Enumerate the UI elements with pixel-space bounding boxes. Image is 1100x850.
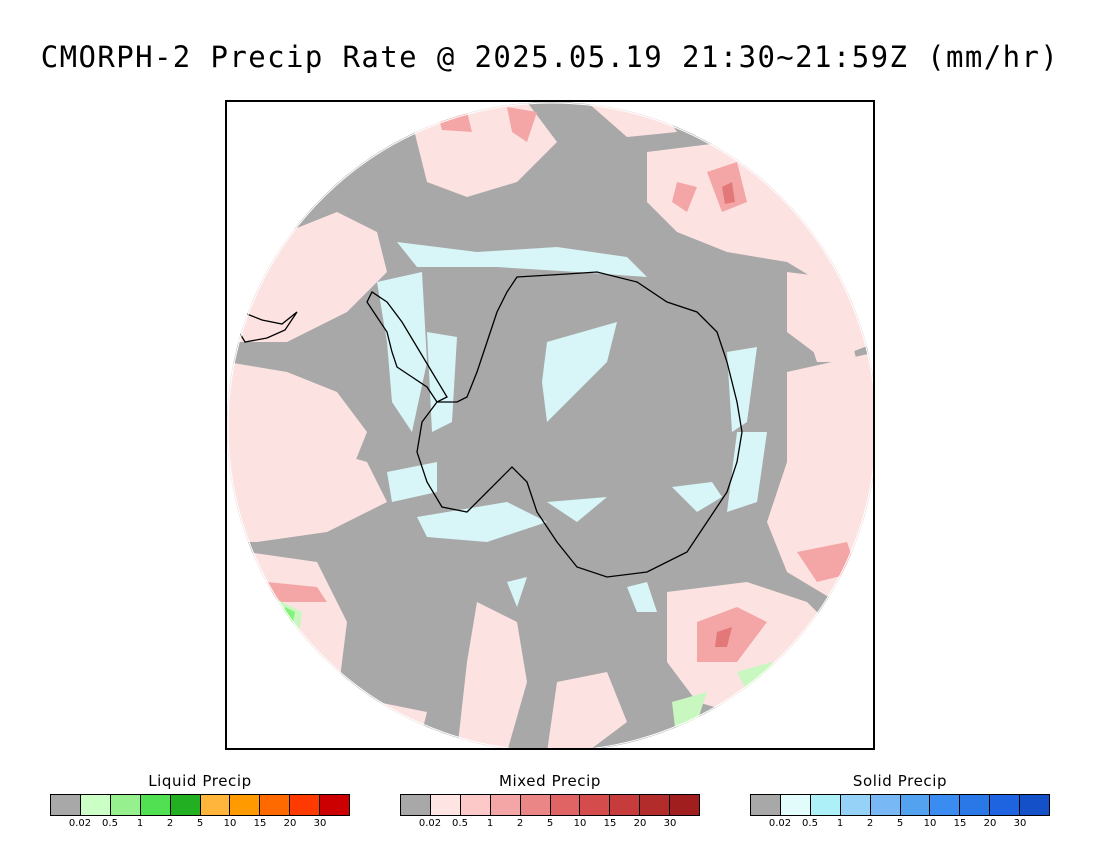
legend-swatch	[670, 795, 700, 815]
legend-swatch	[140, 795, 171, 815]
legend-tick-label: 15	[603, 818, 617, 829]
legend-tick-label: 30	[663, 818, 677, 829]
legend-tick-label: 0.5	[452, 818, 468, 829]
legend-swatch	[230, 795, 261, 815]
polar-disk	[227, 102, 873, 748]
legend-swatch	[900, 795, 931, 815]
legend-swatch	[751, 795, 781, 815]
legend-tick-label: 2	[866, 818, 874, 829]
legend-swatch	[580, 795, 611, 815]
legend-tick-label: 0.02	[68, 818, 92, 829]
legend-tick-label: 5	[196, 818, 204, 829]
solid-precip-areas	[377, 242, 767, 612]
legend-swatch	[260, 795, 291, 815]
legend-tick-label: 2	[166, 818, 174, 829]
precip-map	[227, 102, 873, 748]
legend-tick-label: 5	[546, 818, 554, 829]
legend-swatch	[430, 795, 461, 815]
legend-tick-label: 10	[223, 818, 237, 829]
legend-tick-label: 10	[923, 818, 937, 829]
map-title: CMORPH-2 Precip Rate @ 2025.05.19 21:30~…	[40, 40, 1060, 74]
legend-tick-label: 20	[283, 818, 297, 829]
legend-swatch	[460, 795, 491, 815]
legend-swatch	[640, 795, 671, 815]
legend-swatch	[320, 795, 350, 815]
legend-tick-label: 15	[253, 818, 267, 829]
legend-title: Solid Precip	[852, 772, 948, 790]
legend-swatch	[110, 795, 141, 815]
legend-swatch	[840, 795, 871, 815]
legend-swatch	[780, 795, 811, 815]
legend-tick-label: 30	[313, 818, 327, 829]
legend-title: Liquid Precip	[148, 772, 252, 790]
legend-title: Mixed Precip	[498, 772, 602, 790]
legend-swatch	[960, 795, 991, 815]
legend-swatch	[870, 795, 901, 815]
legend-colorbar	[400, 794, 700, 816]
legend-tick-label: 1	[136, 818, 144, 829]
legend-swatch	[550, 795, 581, 815]
legend-tick-label: 0.5	[802, 818, 818, 829]
legend-colorbar	[50, 794, 350, 816]
legend-ticks: 0.02 0.5 1 2 5 10 15 20 30	[400, 818, 700, 832]
legend-swatch	[170, 795, 201, 815]
legend-ticks: 0.02 0.5 1 2 5 10 15 20 30	[50, 818, 350, 832]
antarctica-coastline	[416, 271, 743, 578]
legend-tick-label: 10	[573, 818, 587, 829]
legend-swatch	[80, 795, 111, 815]
legend-tick-label: 30	[1013, 818, 1027, 829]
legend-swatch	[401, 795, 431, 815]
legend-swatch	[51, 795, 81, 815]
legend-tick-label: 1	[836, 818, 844, 829]
legend-colorbar	[750, 794, 1050, 816]
antarctic-peninsula-coastline	[366, 291, 448, 403]
legend-swatch	[490, 795, 521, 815]
legend-swatch	[610, 795, 641, 815]
legend-ticks: 0.02 0.5 1 2 5 10 15 20 30	[750, 818, 1050, 832]
legend-liquid: Liquid Precip 0.02 0.5 1 2 5 10 15 20 30	[50, 772, 350, 832]
legend-swatch	[990, 795, 1021, 815]
legend-swatch	[520, 795, 551, 815]
legend-swatch	[200, 795, 231, 815]
legend-tick-label: 1	[486, 818, 494, 829]
legend-swatch	[1020, 795, 1050, 815]
legend-mixed: Mixed Precip 0.02 0.5 1 2 5 10 15 20 30	[400, 772, 700, 832]
legend-tick-label: 5	[896, 818, 904, 829]
mixed-heavy-areas	[715, 182, 735, 647]
legend-swatch	[810, 795, 841, 815]
legend-tick-label: 20	[983, 818, 997, 829]
disk-edge	[227, 102, 873, 748]
legend-swatch	[290, 795, 321, 815]
precip-map-frame	[225, 100, 875, 750]
legend-tick-label: 15	[953, 818, 967, 829]
legend-swatch	[930, 795, 961, 815]
legend-tick-label: 0.5	[102, 818, 118, 829]
legend-solid: Solid Precip 0.02 0.5 1 2 5 10 15 20 30	[750, 772, 1050, 832]
legend-tick-label: 0.02	[418, 818, 442, 829]
legend-tick-label: 2	[516, 818, 524, 829]
legend-tick-label: 0.02	[768, 818, 792, 829]
legend-tick-label: 20	[633, 818, 647, 829]
